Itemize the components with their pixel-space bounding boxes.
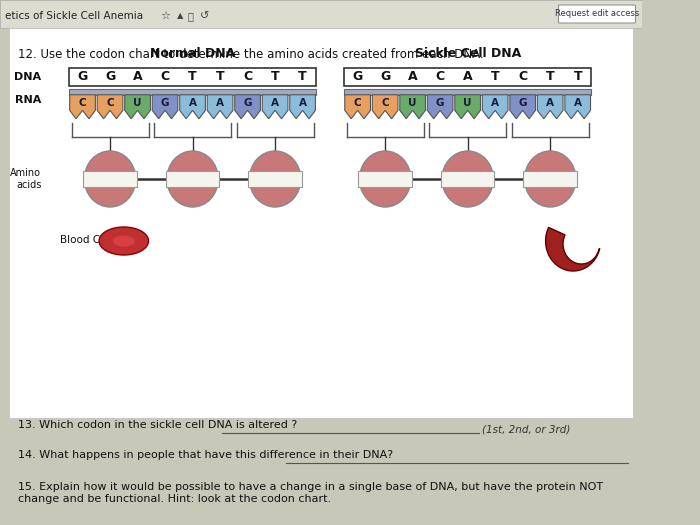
Ellipse shape bbox=[113, 236, 135, 247]
Text: T: T bbox=[216, 70, 225, 83]
Text: A: A bbox=[216, 98, 224, 108]
Text: G: G bbox=[105, 70, 116, 83]
Text: G: G bbox=[436, 98, 445, 108]
Polygon shape bbox=[180, 94, 205, 119]
Text: C: C bbox=[354, 98, 361, 108]
Circle shape bbox=[524, 151, 576, 207]
FancyBboxPatch shape bbox=[559, 5, 636, 23]
Circle shape bbox=[167, 151, 218, 207]
Text: Blood Cell: Blood Cell bbox=[60, 235, 112, 245]
Text: A: A bbox=[574, 98, 582, 108]
Text: A: A bbox=[271, 98, 279, 108]
Text: C: C bbox=[382, 98, 389, 108]
Text: T: T bbox=[298, 70, 307, 83]
Bar bbox=[9, 28, 633, 418]
Text: Request edit access: Request edit access bbox=[555, 9, 639, 18]
Text: ⓘ: ⓘ bbox=[188, 11, 194, 21]
Text: T: T bbox=[271, 70, 279, 83]
Bar bbox=[344, 89, 592, 94]
Polygon shape bbox=[152, 94, 178, 119]
Polygon shape bbox=[262, 94, 288, 119]
Text: ▲: ▲ bbox=[177, 12, 183, 20]
Text: C: C bbox=[518, 70, 527, 83]
Text: C: C bbox=[78, 98, 86, 108]
Bar bbox=[83, 171, 137, 187]
Text: U: U bbox=[408, 98, 417, 108]
Text: A: A bbox=[463, 70, 473, 83]
Polygon shape bbox=[125, 94, 150, 119]
Text: Normal DNA: Normal DNA bbox=[150, 47, 235, 60]
Bar bbox=[524, 171, 577, 187]
Polygon shape bbox=[482, 94, 508, 119]
Text: ☆: ☆ bbox=[160, 11, 171, 21]
Text: T: T bbox=[546, 70, 554, 83]
Polygon shape bbox=[372, 94, 398, 119]
Text: (1st, 2nd, or 3rd): (1st, 2nd, or 3rd) bbox=[482, 425, 570, 435]
Text: A: A bbox=[408, 70, 417, 83]
Text: ↺: ↺ bbox=[200, 11, 209, 21]
Text: C: C bbox=[243, 70, 252, 83]
Text: A: A bbox=[299, 98, 307, 108]
Polygon shape bbox=[345, 94, 370, 119]
Text: DNA: DNA bbox=[14, 72, 41, 82]
Text: 15. Explain how it would be possible to have a change in a single base of DNA, b: 15. Explain how it would be possible to … bbox=[18, 482, 603, 503]
Text: G: G bbox=[519, 98, 527, 108]
Polygon shape bbox=[234, 94, 260, 119]
Polygon shape bbox=[427, 94, 453, 119]
Circle shape bbox=[442, 151, 493, 207]
Text: etics of Sickle Cell Anemia: etics of Sickle Cell Anemia bbox=[5, 11, 143, 21]
Text: 13. Which codon in the sickle cell DNA is altered ?: 13. Which codon in the sickle cell DNA i… bbox=[18, 420, 297, 430]
Ellipse shape bbox=[99, 227, 148, 255]
Bar bbox=[0, 0, 642, 28]
Polygon shape bbox=[97, 94, 123, 119]
Text: 14. What happens in people that have this difference in their DNA?: 14. What happens in people that have thi… bbox=[18, 450, 393, 460]
Polygon shape bbox=[290, 94, 316, 119]
Polygon shape bbox=[510, 94, 536, 119]
Bar bbox=[69, 68, 316, 86]
Text: G: G bbox=[353, 70, 363, 83]
Polygon shape bbox=[538, 94, 563, 119]
Text: U: U bbox=[133, 98, 142, 108]
Bar bbox=[358, 171, 412, 187]
Circle shape bbox=[360, 151, 411, 207]
Polygon shape bbox=[565, 94, 591, 119]
Polygon shape bbox=[70, 94, 95, 119]
Bar bbox=[69, 89, 316, 94]
Text: A: A bbox=[188, 98, 197, 108]
Polygon shape bbox=[207, 94, 233, 119]
Polygon shape bbox=[455, 94, 480, 119]
Text: C: C bbox=[106, 98, 114, 108]
Text: RNA: RNA bbox=[15, 95, 41, 105]
Text: U: U bbox=[463, 98, 472, 108]
Text: A: A bbox=[546, 98, 554, 108]
Text: G: G bbox=[380, 70, 391, 83]
Text: C: C bbox=[435, 70, 444, 83]
Text: Sickle Cell DNA: Sickle Cell DNA bbox=[414, 47, 521, 60]
Bar bbox=[441, 171, 494, 187]
Circle shape bbox=[249, 151, 301, 207]
Text: T: T bbox=[188, 70, 197, 83]
Text: 12. Use the codon chart to determine the amino acids created from each DNA.: 12. Use the codon chart to determine the… bbox=[18, 48, 484, 61]
Bar bbox=[248, 171, 302, 187]
Text: G: G bbox=[161, 98, 169, 108]
Text: Amino
acids: Amino acids bbox=[10, 168, 41, 190]
Bar bbox=[344, 68, 592, 86]
Text: A: A bbox=[133, 70, 142, 83]
Circle shape bbox=[85, 151, 136, 207]
Text: G: G bbox=[78, 70, 88, 83]
Text: C: C bbox=[160, 70, 169, 83]
Text: T: T bbox=[573, 70, 582, 83]
Polygon shape bbox=[400, 94, 426, 119]
Text: A: A bbox=[491, 98, 499, 108]
Text: T: T bbox=[491, 70, 500, 83]
Bar bbox=[166, 171, 219, 187]
Polygon shape bbox=[545, 227, 600, 271]
Text: G: G bbox=[244, 98, 252, 108]
